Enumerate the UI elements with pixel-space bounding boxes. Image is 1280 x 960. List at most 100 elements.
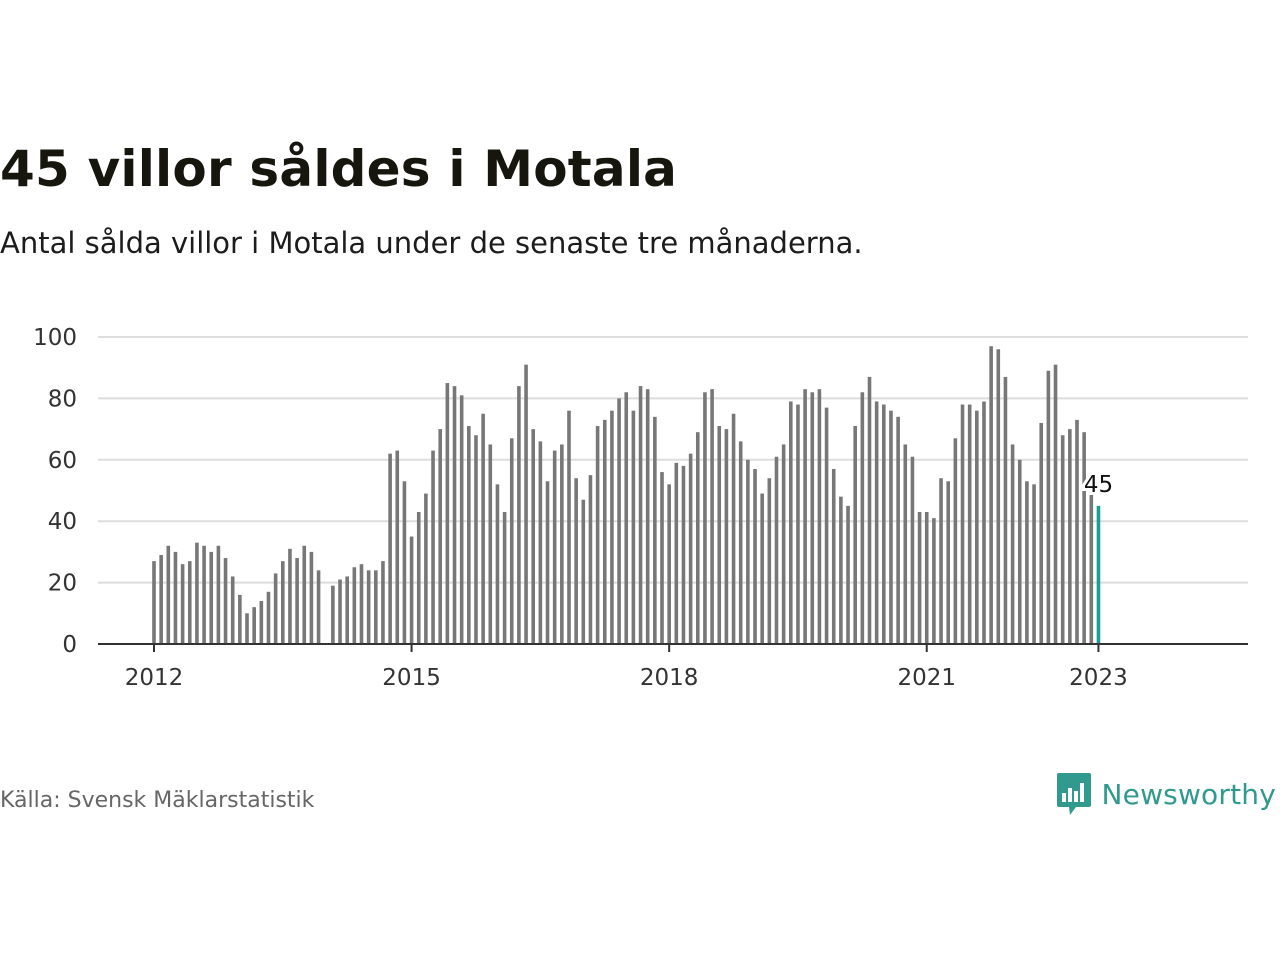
- bar: [724, 429, 729, 644]
- bar: [195, 542, 199, 644]
- bar: [610, 410, 614, 644]
- bar: [438, 429, 442, 644]
- bar: [467, 426, 471, 644]
- bar: [846, 505, 850, 644]
- bar: [767, 478, 772, 644]
- bar: [817, 389, 822, 644]
- bar: [1032, 484, 1036, 644]
- bar: [359, 564, 364, 644]
- x-tick-label: 2023: [1069, 665, 1128, 691]
- bar: [1053, 364, 1058, 644]
- bar: [710, 389, 714, 644]
- bar: [345, 576, 349, 644]
- bar: [560, 444, 564, 644]
- bar: [824, 407, 829, 644]
- bar: [867, 376, 872, 644]
- bar: [932, 518, 936, 644]
- bar: [1039, 422, 1044, 644]
- bar: [617, 398, 621, 644]
- bar: [753, 469, 757, 644]
- bar: [309, 551, 314, 644]
- y-tick-label: 100: [33, 325, 77, 351]
- bar: [788, 401, 793, 644]
- bar: [180, 564, 185, 644]
- bar: [746, 459, 750, 644]
- bar: [653, 416, 657, 644]
- newsworthy-logo: Newsworthy: [1056, 772, 1277, 816]
- bar: [781, 444, 786, 644]
- bar: [166, 545, 171, 644]
- bar: [975, 410, 979, 644]
- bar: [703, 392, 707, 644]
- bar: [266, 591, 271, 644]
- bar: [1068, 429, 1072, 644]
- bar: [338, 579, 342, 644]
- bar: [381, 561, 385, 644]
- axes: 0 20 40 60 80 100 2012 2015 2018 2021 2023 45: [33, 325, 1248, 691]
- bar: [882, 404, 886, 644]
- brand-name: Newsworthy: [1101, 777, 1276, 811]
- bar: [660, 472, 664, 644]
- bar: [760, 493, 764, 644]
- chart-subtitle: Antal sålda villor i Motala under de sen…: [0, 226, 863, 260]
- bar-latest: [1096, 505, 1101, 644]
- bar: [187, 561, 192, 644]
- bar: [588, 475, 593, 644]
- bar: [209, 551, 214, 644]
- y-tick-label: 80: [48, 386, 77, 412]
- bar: [1089, 490, 1094, 644]
- bar: [238, 594, 242, 644]
- bar: [488, 444, 493, 644]
- bar: [774, 456, 779, 644]
- bar: [259, 601, 264, 644]
- x-tick-label: 2021: [897, 665, 956, 691]
- bar: [595, 426, 600, 644]
- bar: [1060, 435, 1065, 644]
- bar: [695, 432, 700, 644]
- bar-chart-speech-icon: [1056, 773, 1091, 815]
- bar: [424, 493, 428, 644]
- bar: [602, 419, 607, 644]
- bar: [681, 465, 686, 644]
- bar: [1025, 481, 1029, 644]
- bar: [645, 389, 650, 644]
- bar: [545, 481, 550, 644]
- bar: [960, 404, 965, 644]
- bar: [738, 441, 743, 644]
- bar: [953, 438, 958, 644]
- y-tick-label: 60: [48, 448, 77, 474]
- bar: [939, 478, 943, 644]
- bar: [638, 386, 643, 644]
- y-tick-label: 20: [48, 571, 77, 597]
- bar: [831, 469, 836, 644]
- bar: [874, 401, 879, 644]
- bar: [924, 511, 929, 644]
- bar: [717, 426, 722, 644]
- bar: [982, 401, 986, 644]
- bar: [316, 570, 321, 644]
- bar: [860, 392, 865, 644]
- bar: [352, 567, 357, 644]
- bar: [216, 545, 221, 644]
- bar: [445, 383, 450, 644]
- chart-title: 45 villor såldes i Motala: [0, 140, 678, 198]
- bar: [431, 450, 435, 644]
- bar: [581, 499, 586, 644]
- bar: [674, 462, 679, 644]
- bar-chart: 0 20 40 60 80 100 2012 2015 2018 2021 2023 45: [33, 325, 1248, 691]
- bar: [552, 450, 557, 644]
- bar: [459, 395, 464, 644]
- bar: [517, 386, 521, 644]
- bar: [474, 435, 478, 644]
- bar: [230, 576, 235, 644]
- bar: [624, 392, 629, 644]
- bar: [416, 511, 421, 644]
- x-tick-label: 2015: [382, 665, 441, 691]
- bar: [1003, 376, 1008, 644]
- bar: [917, 511, 922, 644]
- bar: [839, 496, 843, 644]
- bar: [374, 570, 378, 644]
- x-tick-label: 2012: [125, 665, 184, 691]
- source-note: Källa: Svensk Mäklarstatistik: [0, 788, 315, 813]
- bar: [388, 453, 392, 644]
